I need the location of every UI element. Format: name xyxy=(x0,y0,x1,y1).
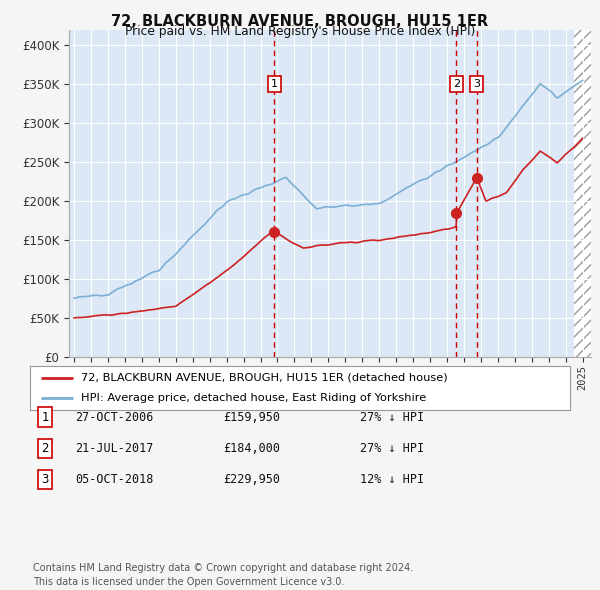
Text: Price paid vs. HM Land Registry's House Price Index (HPI): Price paid vs. HM Land Registry's House … xyxy=(125,25,475,38)
Text: 27% ↓ HPI: 27% ↓ HPI xyxy=(360,442,424,455)
Text: 27-OCT-2006: 27-OCT-2006 xyxy=(75,411,153,424)
Text: £184,000: £184,000 xyxy=(223,442,281,455)
Text: Contains HM Land Registry data © Crown copyright and database right 2024.
This d: Contains HM Land Registry data © Crown c… xyxy=(33,563,413,587)
Text: 27% ↓ HPI: 27% ↓ HPI xyxy=(360,411,424,424)
Text: 72, BLACKBURN AVENUE, BROUGH, HU15 1ER: 72, BLACKBURN AVENUE, BROUGH, HU15 1ER xyxy=(112,14,488,28)
Text: 1: 1 xyxy=(41,411,49,424)
Text: 12% ↓ HPI: 12% ↓ HPI xyxy=(360,473,424,486)
Text: 2: 2 xyxy=(41,442,49,455)
Bar xyxy=(69,30,574,357)
Text: 3: 3 xyxy=(473,79,480,89)
Text: HPI: Average price, detached house, East Riding of Yorkshire: HPI: Average price, detached house, East… xyxy=(82,393,427,403)
Text: 1: 1 xyxy=(271,79,278,89)
Text: 05-OCT-2018: 05-OCT-2018 xyxy=(75,473,153,486)
Text: £159,950: £159,950 xyxy=(223,411,281,424)
Text: 2: 2 xyxy=(453,79,460,89)
Text: £229,950: £229,950 xyxy=(223,473,281,486)
Text: 21-JUL-2017: 21-JUL-2017 xyxy=(75,442,153,455)
Text: 72, BLACKBURN AVENUE, BROUGH, HU15 1ER (detached house): 72, BLACKBURN AVENUE, BROUGH, HU15 1ER (… xyxy=(82,373,448,383)
Bar xyxy=(574,30,600,357)
Text: 3: 3 xyxy=(41,473,49,486)
